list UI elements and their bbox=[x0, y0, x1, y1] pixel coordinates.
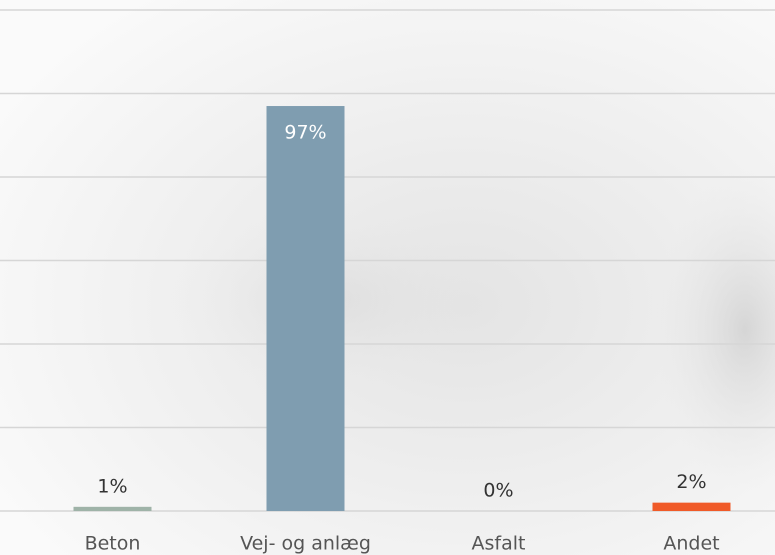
x-tick-label: Asfalt bbox=[472, 533, 526, 555]
value-label: 0% bbox=[483, 480, 513, 502]
x-tick-label: Andet bbox=[663, 533, 719, 555]
value-label: 1% bbox=[97, 475, 127, 497]
value-label: 2% bbox=[676, 471, 706, 493]
bar bbox=[73, 506, 152, 511]
background-blur bbox=[655, 170, 775, 490]
bar bbox=[266, 106, 345, 512]
bar bbox=[652, 502, 731, 511]
x-tick-label: Beton bbox=[85, 533, 141, 555]
x-tick-label: Vej- og anlæg bbox=[240, 533, 371, 555]
value-label: 97% bbox=[284, 122, 326, 144]
